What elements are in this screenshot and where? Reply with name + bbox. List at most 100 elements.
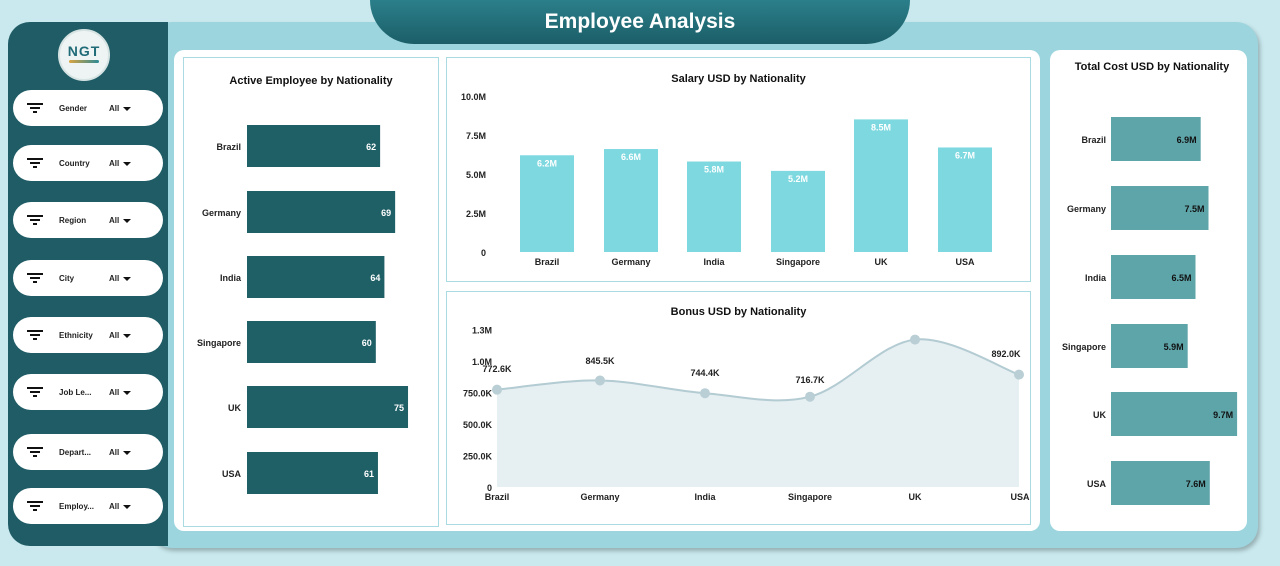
x-tick-label: Germany xyxy=(580,492,619,502)
bar[interactable] xyxy=(604,149,658,252)
data-point[interactable] xyxy=(1014,369,1024,380)
y-tick-label: 2.5M xyxy=(466,209,486,219)
y-tick-label: 250.0K xyxy=(463,452,493,462)
bonus-title: Bonus USD by Nationality xyxy=(670,306,807,318)
filter-icon xyxy=(25,273,45,283)
x-tick-label: Germany xyxy=(611,257,650,267)
chevron-down-icon[interactable] xyxy=(123,391,132,395)
data-point[interactable] xyxy=(492,384,502,395)
logo: NGT xyxy=(58,29,110,81)
chevron-down-icon[interactable] xyxy=(123,451,132,455)
bar[interactable] xyxy=(1111,117,1201,161)
data-label: 5.9M xyxy=(1164,342,1184,352)
bar[interactable] xyxy=(247,256,385,298)
bar[interactable] xyxy=(1111,392,1238,436)
chevron-down-icon[interactable] xyxy=(123,277,132,281)
page-title: Employee Analysis xyxy=(370,0,910,44)
data-label: 5.2M xyxy=(788,174,808,184)
data-label: 892.0K xyxy=(991,349,1021,359)
chevron-down-icon[interactable] xyxy=(123,107,132,111)
filter-ethnicity[interactable]: Ethnicity All xyxy=(13,317,163,353)
bar[interactable] xyxy=(247,452,378,494)
filter-label: City xyxy=(59,273,75,283)
data-point[interactable] xyxy=(595,375,605,386)
category-label: USA xyxy=(222,469,242,479)
filter-value[interactable]: All xyxy=(109,447,120,457)
filter-icon xyxy=(25,447,45,457)
bonus-area xyxy=(497,339,1019,487)
filter-icon xyxy=(25,330,45,340)
data-label: 744.4K xyxy=(690,368,720,378)
chevron-down-icon[interactable] xyxy=(123,162,132,166)
category-label: Singapore xyxy=(197,338,241,348)
data-point[interactable] xyxy=(700,388,710,399)
filter-value[interactable]: All xyxy=(109,387,120,397)
filter-value[interactable]: All xyxy=(109,501,120,511)
filter-country[interactable]: Country All xyxy=(13,145,163,181)
bar[interactable] xyxy=(1111,186,1209,230)
data-label: 772.6K xyxy=(482,364,512,374)
data-label: 61 xyxy=(364,469,374,479)
total-cost-title: Total Cost USD by Nationality xyxy=(1074,61,1230,73)
y-tick-label: 500.0K xyxy=(463,420,493,430)
category-label: India xyxy=(220,273,242,283)
bar[interactable] xyxy=(520,155,574,252)
filter-icon xyxy=(25,103,45,113)
bar[interactable] xyxy=(938,147,992,252)
x-tick-label: USA xyxy=(1010,492,1030,502)
filter-value[interactable]: All xyxy=(109,273,120,283)
salary-title: Salary USD by Nationality xyxy=(671,73,806,85)
filter-value[interactable]: All xyxy=(109,103,120,113)
category-label: Brazil xyxy=(1081,135,1106,145)
bar[interactable] xyxy=(771,170,825,252)
chevron-down-icon[interactable] xyxy=(123,334,132,338)
bar[interactable] xyxy=(1111,461,1210,505)
filter-city[interactable]: City All xyxy=(13,260,163,296)
category-label: India xyxy=(1085,273,1107,283)
category-label: UK xyxy=(228,403,241,413)
x-tick-label: India xyxy=(694,492,716,502)
filter-value[interactable]: All xyxy=(109,215,120,225)
chevron-down-icon[interactable] xyxy=(123,505,132,509)
data-point[interactable] xyxy=(805,391,815,402)
filter-employ[interactable]: Employ... All xyxy=(13,488,163,524)
data-label: 69 xyxy=(381,208,391,218)
bar[interactable] xyxy=(247,125,381,167)
filter-value[interactable]: All xyxy=(109,158,120,168)
filter-joble[interactable]: Job Le... All xyxy=(13,374,163,410)
filter-region[interactable]: Region All xyxy=(13,202,163,238)
filter-icon xyxy=(25,501,45,511)
category-label: USA xyxy=(1087,479,1107,489)
bar[interactable] xyxy=(1111,255,1196,299)
filter-depart[interactable]: Depart... All xyxy=(13,434,163,470)
bar[interactable] xyxy=(687,161,741,252)
x-tick-label: Brazil xyxy=(535,257,560,267)
category-label: Germany xyxy=(1067,204,1106,214)
active-employee-title: Active Employee by Nationality xyxy=(229,75,393,87)
x-tick-label: UK xyxy=(909,492,922,502)
bar[interactable] xyxy=(247,386,409,428)
data-label: 6.6M xyxy=(621,152,641,162)
filter-label: Job Le... xyxy=(59,387,92,397)
bar[interactable] xyxy=(854,119,908,253)
chevron-down-icon[interactable] xyxy=(123,219,132,223)
filter-icon xyxy=(25,158,45,168)
category-label: UK xyxy=(1093,410,1106,420)
y-tick-label: 1.0M xyxy=(472,357,492,367)
bar[interactable] xyxy=(247,191,396,233)
filter-gender[interactable]: Gender All xyxy=(13,90,163,126)
y-tick-label: 750.0K xyxy=(463,389,493,399)
y-tick-label: 0 xyxy=(481,248,486,258)
y-tick-label: 1.3M xyxy=(472,326,492,336)
bar[interactable] xyxy=(247,321,376,363)
bar[interactable] xyxy=(1111,324,1188,368)
category-label: Germany xyxy=(202,208,241,218)
x-tick-label: India xyxy=(703,257,725,267)
data-label: 845.5K xyxy=(585,356,615,366)
logo-text: NGT xyxy=(67,43,101,59)
x-tick-label: UK xyxy=(875,257,888,267)
x-tick-label: Brazil xyxy=(485,492,510,502)
data-point[interactable] xyxy=(910,334,920,345)
filter-value[interactable]: All xyxy=(109,330,120,340)
